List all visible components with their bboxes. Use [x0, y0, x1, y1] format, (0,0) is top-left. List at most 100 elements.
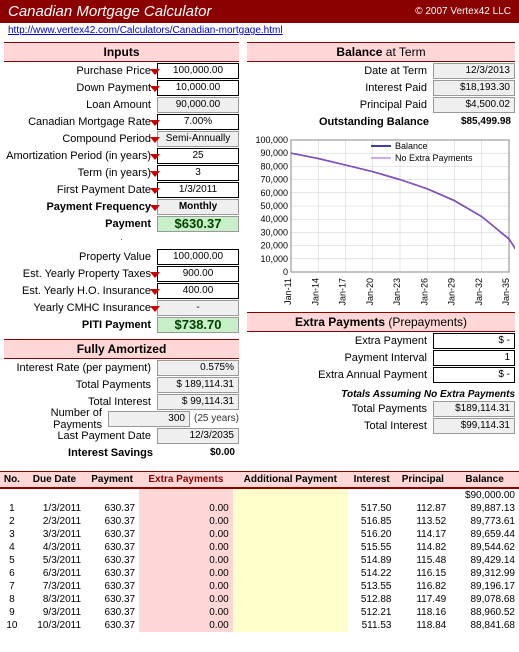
- dropdown-icon: [150, 289, 160, 295]
- field-row: Interest Rate (per payment)0.575%: [4, 359, 239, 376]
- field-label: Interest Savings: [4, 447, 159, 459]
- field-label: Term (in years): [4, 167, 157, 179]
- field-row: Extra Payment$ -: [247, 332, 515, 349]
- field-value[interactable]: 400.00: [157, 283, 239, 299]
- field-value: $85,499.98: [435, 115, 515, 129]
- field-row: Principal Paid$4,500.02: [247, 96, 515, 113]
- svg-text:60,000: 60,000: [260, 188, 288, 198]
- field-value: $ 189,114.31: [157, 377, 239, 393]
- field-row: Payment$630.37: [4, 215, 239, 232]
- field-label: Total Interest: [247, 420, 433, 432]
- col-header: Interest: [348, 472, 396, 489]
- svg-text:20,000: 20,000: [260, 241, 288, 251]
- field-label: Est. Yearly H.O. Insurance: [4, 285, 157, 297]
- dropdown-icon: [150, 120, 160, 126]
- dropdown-icon: [150, 86, 160, 92]
- svg-text:Jan-32: Jan-32: [474, 278, 484, 306]
- field-label: Yearly CMHC Insurance: [4, 302, 157, 314]
- field-label: Principal Paid: [247, 99, 433, 111]
- col-header: No.: [0, 472, 24, 489]
- amortized-heading: Fully Amortized: [4, 339, 239, 359]
- field-row: Property Value100,000.00: [4, 248, 239, 265]
- table-row: 99/3/2011630.370.00512.21118.1688,960.52: [0, 606, 519, 619]
- field-value: $18,193.30: [433, 80, 515, 96]
- field-row: Compound PeriodSemi-Annually: [4, 130, 239, 147]
- field-value[interactable]: 7.00%: [157, 114, 239, 130]
- field-row: Interest Paid$18,193.30: [247, 79, 515, 96]
- field-row: Total Payments$189,114.31: [247, 400, 515, 417]
- field-row: Payment FrequencyMonthly: [4, 198, 239, 215]
- svg-text:30,000: 30,000: [260, 227, 288, 237]
- field-value: $ 99,114.31: [157, 394, 239, 410]
- table-row: 11/3/2011630.370.00517.50112.8789,887.13: [0, 502, 519, 515]
- field-value: Semi-Annually: [157, 131, 239, 147]
- svg-text:100,000: 100,000: [255, 136, 288, 145]
- field-label: PITI Payment: [4, 319, 157, 331]
- field-value[interactable]: 900.00: [157, 266, 239, 282]
- field-row: Yearly CMHC Insurance-: [4, 299, 239, 316]
- field-value: Monthly: [157, 199, 239, 215]
- field-value[interactable]: 3: [157, 165, 239, 181]
- totals-label: Totals Assuming No Extra Payments: [247, 389, 515, 400]
- field-value: $99,114.31: [433, 418, 515, 434]
- field-value: $738.70: [157, 317, 239, 333]
- field-value: 0.575%: [157, 360, 239, 376]
- dropdown-icon: [150, 188, 160, 194]
- field-value: 12/3/2035: [157, 428, 239, 444]
- field-row: Down Payment10,000.00: [4, 79, 239, 96]
- field-value[interactable]: 10,000.00: [157, 80, 239, 96]
- table-row: 55/3/2011630.370.00514.89115.4889,429.14: [0, 554, 519, 567]
- svg-text:10,000: 10,000: [260, 254, 288, 264]
- field-row: Purchase Price100,000.00: [4, 62, 239, 79]
- dot: .: [4, 232, 239, 242]
- field-label: Outstanding Balance: [247, 116, 435, 128]
- svg-text:50,000: 50,000: [260, 201, 288, 211]
- field-row: Outstanding Balance$85,499.98: [247, 113, 515, 130]
- table-row: 77/3/2011630.370.00513.55116.8289,196.17: [0, 580, 519, 593]
- table-row: 1010/3/2011630.370.00511.53118.8488,841.…: [0, 619, 519, 632]
- field-value: 12/3/2013: [433, 63, 515, 79]
- field-value[interactable]: 100,000.00: [157, 63, 239, 79]
- field-value: $630.37: [157, 216, 239, 232]
- field-row: Amortization Period (in years)25: [4, 147, 239, 164]
- field-row: Canadian Mortgage Rate7.00%: [4, 113, 239, 130]
- svg-text:80,000: 80,000: [260, 161, 288, 171]
- field-value: $189,114.31: [433, 401, 515, 417]
- dropdown-icon: [150, 272, 160, 278]
- field-value[interactable]: $ -: [433, 333, 515, 349]
- field-row: Loan Amount90,000.00: [4, 96, 239, 113]
- field-value: 300: [108, 411, 190, 427]
- svg-text:70,000: 70,000: [260, 175, 288, 185]
- svg-text:0: 0: [283, 267, 288, 277]
- schedule-table: No.Due DatePaymentExtra PaymentsAddition…: [0, 471, 519, 632]
- balance-heading: Balance at Term: [247, 42, 515, 62]
- field-label: Canadian Mortgage Rate: [4, 116, 157, 128]
- field-value[interactable]: 100,000.00: [157, 249, 239, 265]
- field-value: $0.00: [159, 446, 239, 460]
- field-value[interactable]: $ -: [433, 367, 515, 383]
- field-value[interactable]: 25: [157, 148, 239, 164]
- field-row: Payment Interval1: [247, 349, 515, 366]
- svg-text:Balance: Balance: [395, 141, 428, 151]
- source-link[interactable]: http://www.vertex42.com/Calculators/Cana…: [0, 23, 519, 38]
- svg-text:Jan-35: Jan-35: [501, 278, 511, 306]
- table-row: 33/3/2011630.370.00516.20114.1789,659.44: [0, 528, 519, 541]
- field-label: Compound Period: [4, 133, 157, 145]
- svg-text:Jan-23: Jan-23: [392, 278, 402, 306]
- field-row: Total Payments$ 189,114.31: [4, 376, 239, 393]
- balance-chart: 010,00020,00030,00040,00050,00060,00070,…: [247, 136, 515, 306]
- svg-text:90,000: 90,000: [260, 148, 288, 158]
- field-label: Extra Payment: [247, 335, 433, 347]
- field-row: Date at Term12/3/2013: [247, 62, 515, 79]
- svg-text:Jan-29: Jan-29: [447, 278, 457, 306]
- field-row: First Payment Date1/3/2011: [4, 181, 239, 198]
- field-label: Interest Rate (per payment): [4, 362, 157, 374]
- svg-text:Jan-17: Jan-17: [338, 278, 348, 306]
- field-label: Interest Paid: [247, 82, 433, 94]
- field-value[interactable]: 1/3/2011: [157, 182, 239, 198]
- col-header: Extra Payments: [139, 472, 233, 489]
- field-label: Payment Interval: [247, 352, 433, 364]
- dropdown-icon: [150, 306, 160, 312]
- copyright: © 2007 Vertex42 LLC: [415, 6, 511, 17]
- field-value[interactable]: 1: [433, 350, 515, 366]
